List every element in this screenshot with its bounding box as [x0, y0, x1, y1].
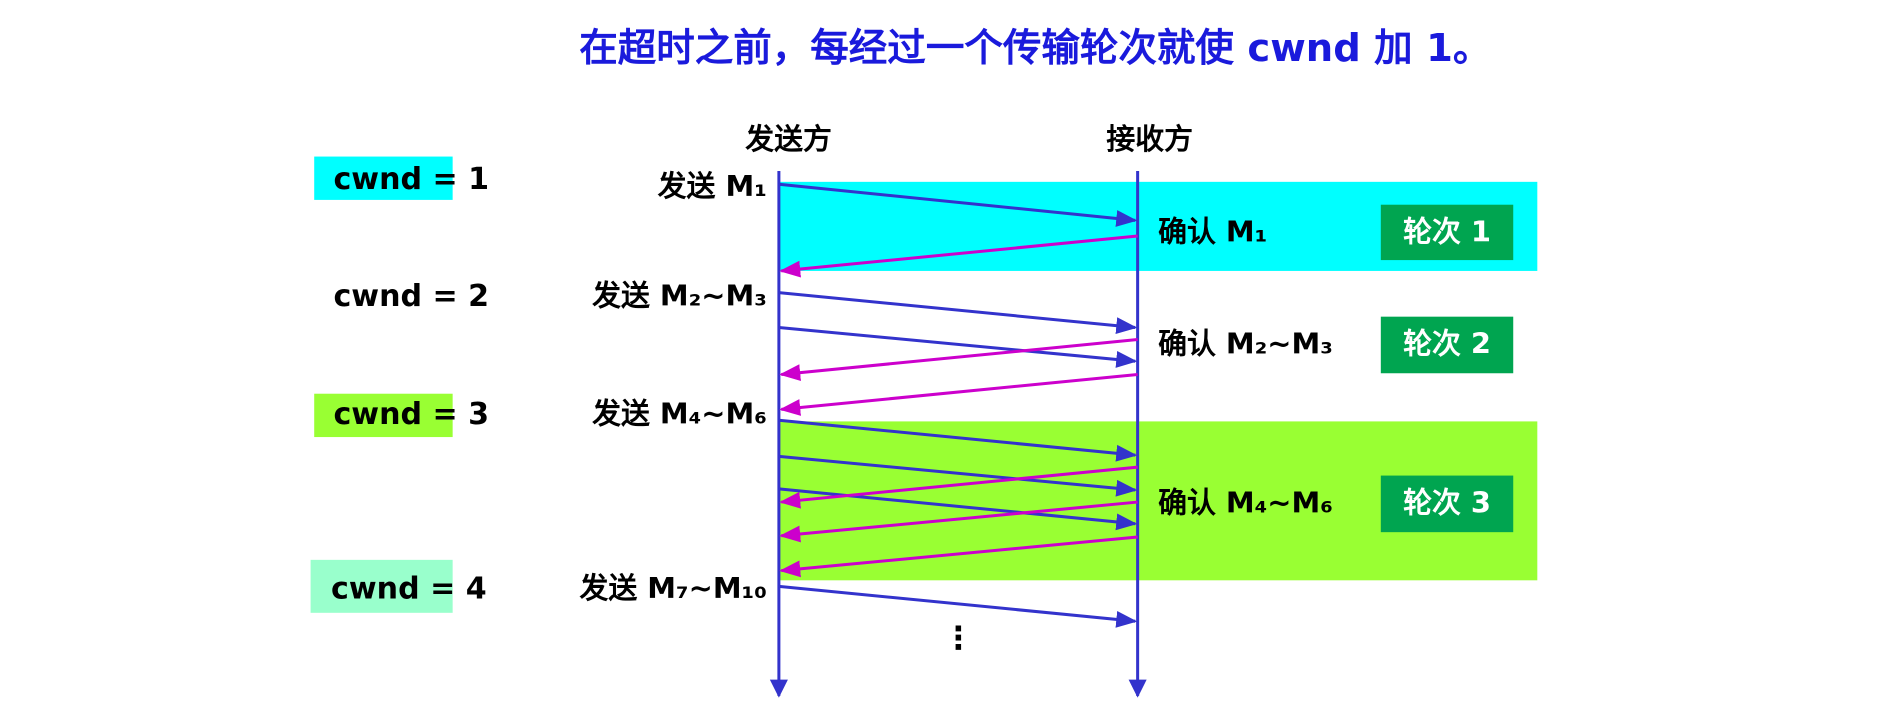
send-label: 发送 M₇~M₁₀ — [578, 571, 766, 605]
round-badges: 轮次 1 轮次 2 轮次 3 — [1380, 204, 1514, 533]
cwnd-labels: cwnd = 1 cwnd = 2 cwnd = 3 cwnd = 4 — [331, 162, 489, 606]
receiver-label: 接收方 — [1106, 122, 1193, 156]
ack-labels: 确认 M₁ 确认 M₂~M₃ 确认 M₄~M₆ — [1158, 215, 1333, 520]
continuation: ⋮ — [943, 620, 974, 656]
send-labels: 发送 M₁ 发送 M₂~M₃ 发送 M₄~M₆ 发送 M₇~M₁₀ — [578, 169, 766, 605]
ack-label: 确认 M₄~M₆ — [1158, 485, 1333, 519]
send-label: 发送 M₁ — [657, 169, 767, 203]
arrow — [779, 338, 1138, 381]
title: 在超时之前，每经过一个传输轮次就使 cwnd 加 1。 — [579, 26, 1491, 71]
cwnd-label: cwnd = 4 — [331, 571, 487, 606]
send-label: 发送 M₂~M₃ — [591, 278, 767, 312]
round-label: 轮次 3 — [1403, 485, 1491, 519]
ack-label: 确认 M₂~M₃ — [1158, 327, 1333, 361]
arrow — [778, 326, 1138, 368]
round-badge — [1380, 316, 1514, 374]
arrow — [778, 182, 1138, 227]
round-badge — [1380, 475, 1514, 533]
round-label: 轮次 1 — [1403, 215, 1491, 249]
cwnd-label: cwnd = 3 — [333, 397, 489, 432]
arrow — [779, 500, 1138, 543]
arrow — [778, 418, 1138, 462]
arrow — [779, 372, 1138, 416]
arrow — [778, 584, 1138, 628]
round-badge — [1380, 204, 1514, 261]
round-label: 轮次 2 — [1403, 327, 1491, 361]
cwnd-highlight — [310, 559, 453, 613]
cwnd-label: cwnd = 2 — [333, 279, 489, 314]
arrow — [779, 465, 1138, 509]
cwnd-label: cwnd = 1 — [333, 162, 489, 197]
arrow — [778, 487, 1138, 531]
ack-label: 确认 M₁ — [1158, 215, 1267, 249]
arrow — [779, 535, 1138, 578]
sender-label: 发送方 — [744, 122, 832, 156]
ack-arrows — [779, 234, 1138, 578]
cwnd-highlight — [314, 156, 453, 200]
send-label: 发送 M₄~M₆ — [591, 396, 767, 430]
data-arrows — [778, 182, 1138, 628]
arrow — [779, 234, 1138, 278]
arrow — [778, 454, 1138, 497]
arrow — [778, 291, 1138, 335]
cwnd-highlight — [314, 393, 453, 438]
